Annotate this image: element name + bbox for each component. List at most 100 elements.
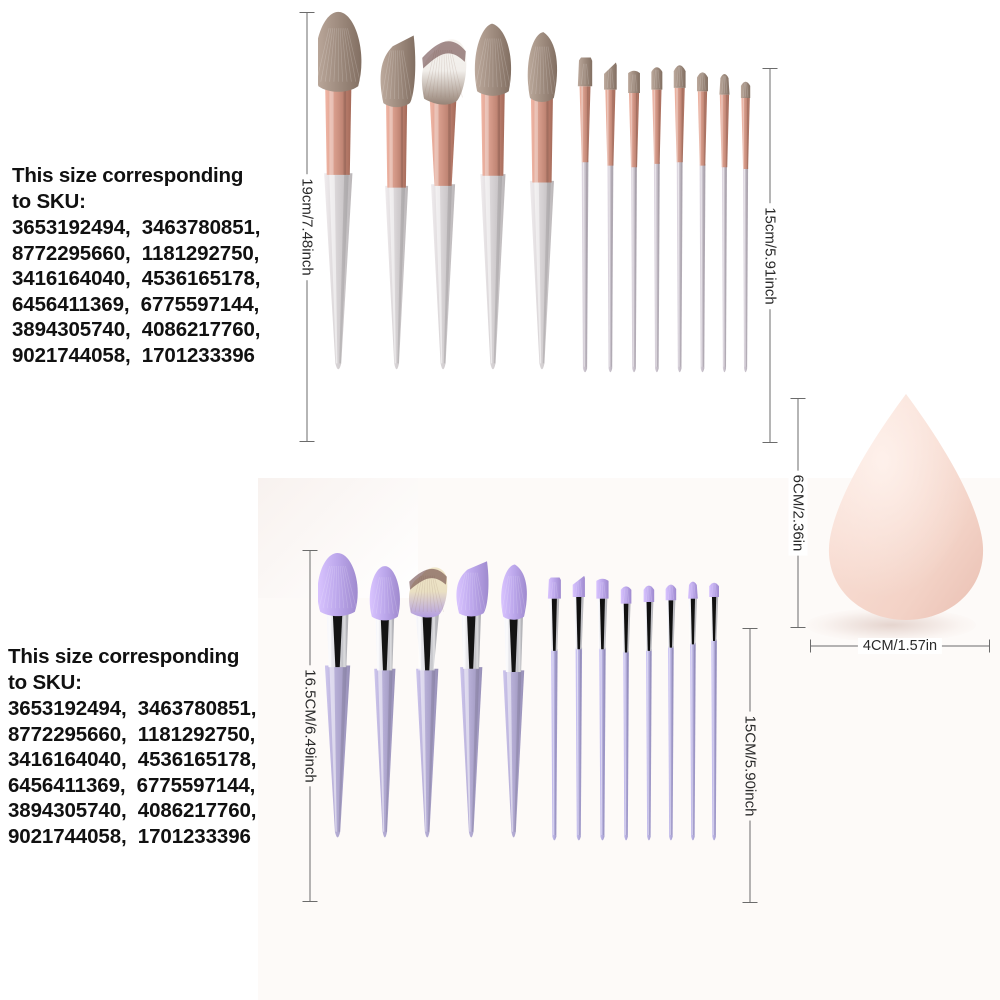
brush-ferrule xyxy=(605,89,616,166)
sku-heading-line-1: This size corresponding xyxy=(12,164,244,187)
blush-brush xyxy=(369,566,400,838)
brush-head xyxy=(673,65,686,88)
detail-liner-brush xyxy=(719,74,730,373)
sku-heading-line-1: This size corresponding xyxy=(8,645,240,668)
brush-ferrule xyxy=(530,98,553,183)
sku-note-bottom: This size corresponding to SKU: 36531924… xyxy=(8,644,257,849)
brush-head xyxy=(740,81,751,99)
dimension-line-bottom-right: 15CM/5.90inch xyxy=(740,628,760,903)
dimension-label: 6CM/2.36in xyxy=(788,470,808,556)
brush-head xyxy=(380,35,416,108)
brush-ferrule xyxy=(688,598,697,645)
brush-head xyxy=(628,70,640,93)
brush-ferrule xyxy=(415,614,439,671)
brush-head xyxy=(620,586,632,604)
lip-brush xyxy=(740,81,751,373)
brush-ferrule xyxy=(697,91,708,166)
sku-heading-line-2: to SKU: xyxy=(8,670,82,694)
brush-ferrule xyxy=(644,601,654,651)
brush-handle xyxy=(711,639,717,841)
brush-ferrule xyxy=(326,611,349,668)
sku-row: 9021744058, 1701233396 xyxy=(12,343,255,367)
highlighter-brush xyxy=(527,32,558,370)
brush-head xyxy=(409,567,448,618)
brush-head xyxy=(709,582,719,598)
brush-handle xyxy=(502,670,525,838)
powder-brush xyxy=(318,11,362,370)
brush-head xyxy=(318,553,358,617)
sku-row: 6456411369, 6775597144, xyxy=(12,292,260,316)
angled-blush-brush xyxy=(380,35,416,370)
brush-ferrule xyxy=(579,86,591,163)
sku-note-top: This size corresponding to SKU: 36531924… xyxy=(12,163,261,368)
sku-row: 3653192494, 3463780851, xyxy=(8,697,257,720)
brush-handle xyxy=(676,160,683,373)
sku-row: 9021744058, 1701233396 xyxy=(8,824,251,848)
brush-handle xyxy=(374,668,396,838)
eyeshadow-brush xyxy=(651,67,663,373)
dimension-line-top-right: 15cm/5.91inch xyxy=(760,68,780,443)
brush-handle xyxy=(416,668,439,838)
lip-brush xyxy=(709,582,719,841)
brush-handle xyxy=(551,649,558,841)
smudge-brush xyxy=(665,584,677,841)
brush-handle xyxy=(529,180,554,370)
brush-head xyxy=(643,585,655,602)
sku-row: 3894305740, 4086217760, xyxy=(8,799,257,822)
brush-head xyxy=(651,67,663,90)
dimension-cap-bottom xyxy=(302,901,318,902)
brush-handle xyxy=(431,184,456,370)
dimension-line-bottom-left: 16.5CM/6.49inch xyxy=(300,550,320,902)
dimension-label: 16.5CM/6.49inch xyxy=(300,665,320,787)
brush-handle xyxy=(668,645,674,841)
brush-ferrule xyxy=(621,603,631,653)
dimension-cap-bottom xyxy=(299,441,315,442)
brush-ferrule xyxy=(719,94,730,168)
brush-ferrule xyxy=(710,597,719,642)
flat-eyeliner-brush xyxy=(547,577,561,841)
brush-ferrule xyxy=(375,616,395,671)
sku-row: 8772295660, 1181292750, xyxy=(8,722,256,746)
brush-handle xyxy=(581,160,589,373)
brush-handle xyxy=(631,165,637,373)
brush-handle xyxy=(653,162,660,373)
dimension-line-sponge-width: 4CM/1.57in xyxy=(810,638,990,654)
brush-head xyxy=(527,32,558,102)
brush-handle xyxy=(460,667,483,838)
brush-ferrule xyxy=(325,86,352,175)
brush-handle xyxy=(324,665,351,838)
brush-head xyxy=(604,62,617,90)
dimension-cap-bottom xyxy=(742,902,758,903)
brush-head xyxy=(501,564,527,620)
brush-head xyxy=(719,74,730,95)
brush-ferrule xyxy=(652,89,662,164)
brush-head xyxy=(596,578,609,599)
dimension-cap-bottom xyxy=(790,627,806,628)
brush-head xyxy=(421,39,467,105)
angled-brow-brush xyxy=(572,575,585,841)
brush-handle xyxy=(324,173,353,370)
brush-head xyxy=(547,577,561,599)
sku-row: 6456411369, 6775597144, xyxy=(8,773,256,797)
powder-brush xyxy=(318,553,358,838)
flat-shader-brush xyxy=(596,578,609,841)
brush-ferrule xyxy=(674,87,685,163)
dimension-cap-bottom xyxy=(762,442,778,443)
brush-ferrule xyxy=(481,91,505,176)
sku-list-bottom: 3653192494, 3463780851, 8772295660, 1181… xyxy=(8,696,257,849)
brush-head xyxy=(318,11,362,92)
brush-handle xyxy=(607,163,614,373)
dimension-line-top-left: 19cm/7.48inch xyxy=(297,12,317,442)
sku-list-top: 3653192494, 3463780851, 8772295660, 1181… xyxy=(12,215,261,368)
smudge-brush xyxy=(696,72,708,373)
blush-brush xyxy=(474,23,512,370)
brush-head xyxy=(474,23,512,96)
flat-eyeliner-brush xyxy=(577,57,593,373)
dimension-label: 4CM/1.57in xyxy=(857,638,943,654)
brush-handle xyxy=(575,647,583,841)
brush-head xyxy=(456,561,489,617)
dimension-line-sponge-height: 6CM/2.36in xyxy=(788,398,808,628)
blending-brush xyxy=(673,65,686,373)
brush-ferrule xyxy=(504,616,523,673)
